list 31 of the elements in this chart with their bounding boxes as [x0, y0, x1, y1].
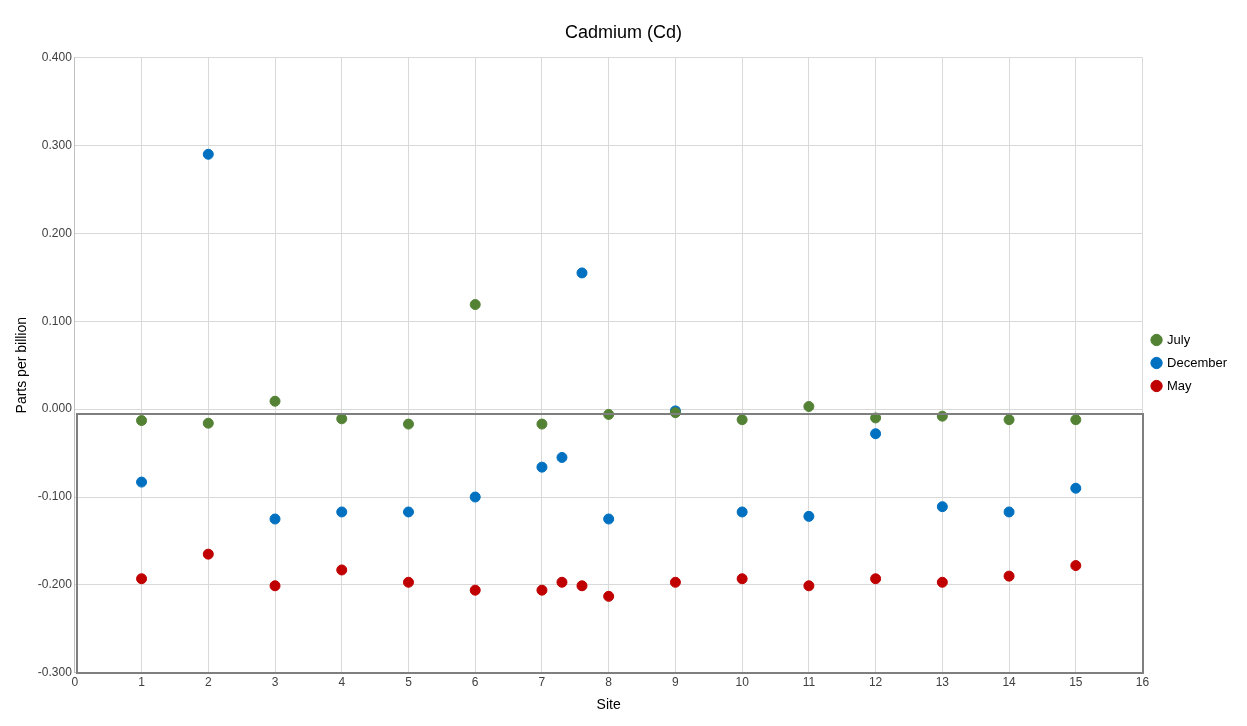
- x-axis-title: Site: [596, 696, 621, 713]
- legend-label: May: [1167, 377, 1193, 393]
- x-tick-label: 3: [271, 675, 279, 690]
- y-tick-label: 0.000: [41, 401, 73, 416]
- x-tick-label: 0: [71, 675, 79, 690]
- x-tick-label: 8: [605, 675, 613, 690]
- x-tick-label: 6: [471, 675, 479, 690]
- y-tick-label: 0.300: [41, 137, 73, 152]
- x-tick-label: 11: [802, 675, 816, 690]
- x-tick-label: 15: [1069, 675, 1083, 690]
- x-tick-label: 7: [538, 675, 546, 690]
- y-axis-title: Parts per billion: [13, 316, 30, 414]
- y-tick-label: -0.100: [37, 489, 73, 504]
- y-tick-label: 0.200: [41, 225, 73, 240]
- x-tick-label: 12: [868, 675, 883, 690]
- x-tick-label: 5: [405, 675, 413, 690]
- x-tick-label: 10: [735, 675, 750, 690]
- x-tick-label: 13: [935, 675, 950, 690]
- x-tick-label: 9: [672, 675, 680, 690]
- x-tick-label: 16: [1135, 675, 1150, 690]
- x-tick-label: 4: [338, 675, 346, 690]
- legend-label: July: [1167, 331, 1191, 347]
- y-tick-label: 0.400: [41, 49, 73, 64]
- y-tick-label: -0.300: [37, 665, 73, 680]
- chart-title: Cadmium (Cd): [564, 21, 683, 42]
- y-tick-label: -0.200: [37, 577, 73, 592]
- y-tick-label: 0.100: [41, 313, 73, 328]
- legend-label: December: [1167, 354, 1228, 370]
- x-tick-label: 14: [1002, 675, 1017, 690]
- x-tick-label: 2: [204, 675, 212, 690]
- x-tick-label: 1: [138, 675, 146, 690]
